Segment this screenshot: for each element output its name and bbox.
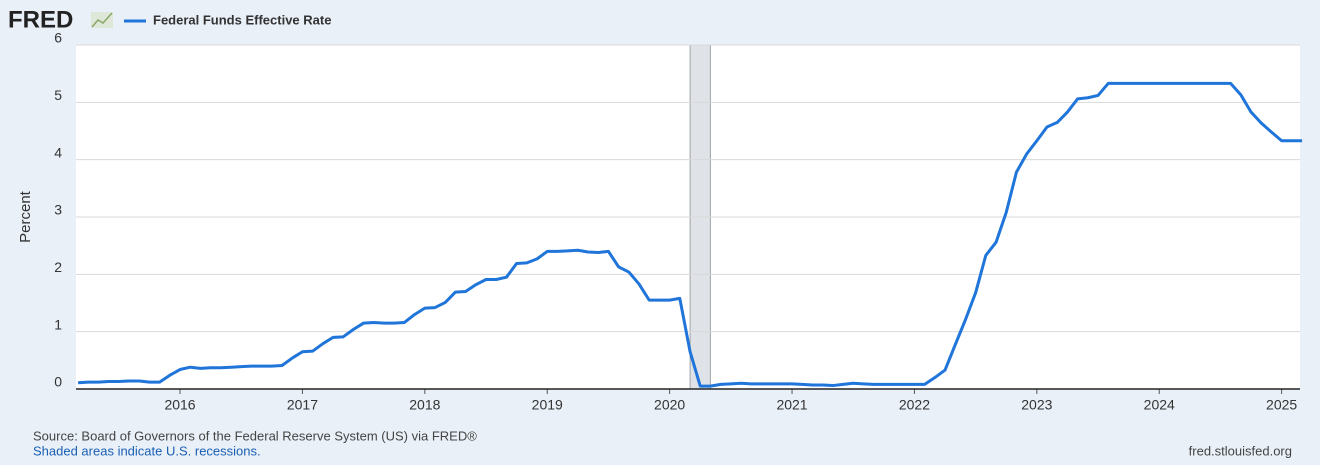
x-tick-label: 2021 <box>776 397 807 413</box>
source: Source: Board of Governors of the Federa… <box>33 428 477 443</box>
x-tick-label: 2025 <box>1266 397 1297 413</box>
logo: FRED <box>8 6 73 33</box>
y-tick-label: 0 <box>54 374 62 390</box>
y-tick-label: 3 <box>54 202 62 218</box>
y-tick-label: 1 <box>54 316 62 332</box>
y-tick-label: 5 <box>54 87 62 103</box>
x-tick-label: 2016 <box>164 397 195 413</box>
x-tick-label: 2017 <box>287 397 318 413</box>
x-tick-label: 2019 <box>532 397 563 413</box>
x-tick-label: 2024 <box>1144 397 1175 413</box>
recession-note: Shaded areas indicate U.S. recessions. <box>33 443 261 458</box>
x-tick-label: 2022 <box>899 397 930 413</box>
y-tick-label: 4 <box>54 144 62 160</box>
y-tick-label: 2 <box>54 259 62 275</box>
x-tick-label: 2020 <box>654 397 685 413</box>
x-tick-label: 2023 <box>1021 397 1052 413</box>
site: fred.stlouisfed.org <box>1189 443 1292 458</box>
series-line <box>77 81 1303 388</box>
y-axis-label: Percent <box>17 190 34 243</box>
legend-label: Federal Funds Effective Rate <box>153 12 331 27</box>
logo-icon <box>91 12 113 28</box>
x-tick-label: 2018 <box>409 397 440 413</box>
y-tick-label: 6 <box>54 30 62 46</box>
